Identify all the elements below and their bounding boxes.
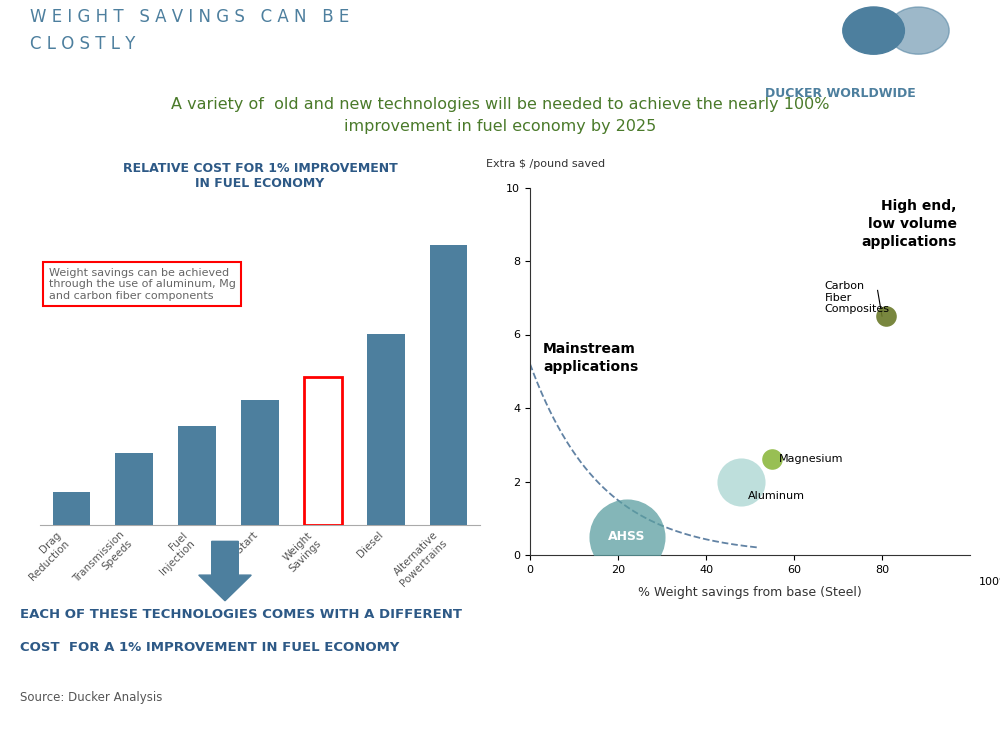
Text: Source: Ducker Analysis: Source: Ducker Analysis [20, 691, 162, 704]
Bar [115, 452, 153, 525]
Text: Aluminum: Aluminum [748, 491, 805, 501]
Text: AHSS: AHSS [608, 530, 646, 543]
Text: DUCKER WORLDWIDE  |  PRIVATE & CONFIDENTIAL  |  WWW.DUCKER.COM  |  INFO@DUCKER.C: DUCKER WORLDWIDE | PRIVATE & CONFIDENTIA… [157, 724, 723, 735]
Text: 10: 10 [951, 722, 970, 736]
Bar [430, 245, 467, 525]
Point [733, 476, 749, 488]
Text: W E I G H T   S A V I N G S   C A N   B E
C L O S T L Y: W E I G H T S A V I N G S C A N B E C L … [30, 8, 349, 53]
FancyArrow shape [199, 542, 251, 601]
Text: Extra $ /pound saved: Extra $ /pound saved [486, 159, 605, 170]
Ellipse shape [888, 7, 949, 54]
Bar [241, 400, 279, 525]
Point [619, 531, 635, 543]
Point [764, 454, 780, 466]
Text: Weight savings can be achieved
through the use of aluminum, Mg
and carbon fiber : Weight savings can be achieved through t… [49, 268, 236, 301]
Text: DUCKER WORLDWIDE: DUCKER WORLDWIDE [765, 87, 915, 100]
Bar [178, 426, 216, 525]
Ellipse shape [843, 7, 904, 54]
Text: EACH OF THESE TECHNOLOGIES COMES WITH A DIFFERENT: EACH OF THESE TECHNOLOGIES COMES WITH A … [20, 608, 462, 620]
Text: Magnesium: Magnesium [779, 454, 843, 464]
Point [878, 310, 894, 322]
Title: RELATIVE COST FOR 1% IMPROVEMENT
IN FUEL ECONOMY: RELATIVE COST FOR 1% IMPROVEMENT IN FUEL… [123, 162, 397, 190]
Bar [53, 492, 90, 525]
X-axis label: % Weight savings from base (Steel): % Weight savings from base (Steel) [638, 586, 862, 598]
Text: COST  FOR A 1% IMPROVEMENT IN FUEL ECONOMY: COST FOR A 1% IMPROVEMENT IN FUEL ECONOM… [20, 641, 399, 654]
Text: Mainstream
applications: Mainstream applications [543, 342, 638, 374]
Text: High end,
low volume
applications: High end, low volume applications [862, 199, 957, 249]
Bar [304, 377, 342, 525]
Text: Carbon
Fiber
Composites: Carbon Fiber Composites [825, 281, 890, 314]
Bar [367, 334, 405, 525]
Bar [304, 377, 342, 525]
Text: 100%: 100% [979, 577, 1000, 587]
Text: A variety of  old and new technologies will be needed to achieve the nearly 100%: A variety of old and new technologies wi… [171, 98, 829, 134]
